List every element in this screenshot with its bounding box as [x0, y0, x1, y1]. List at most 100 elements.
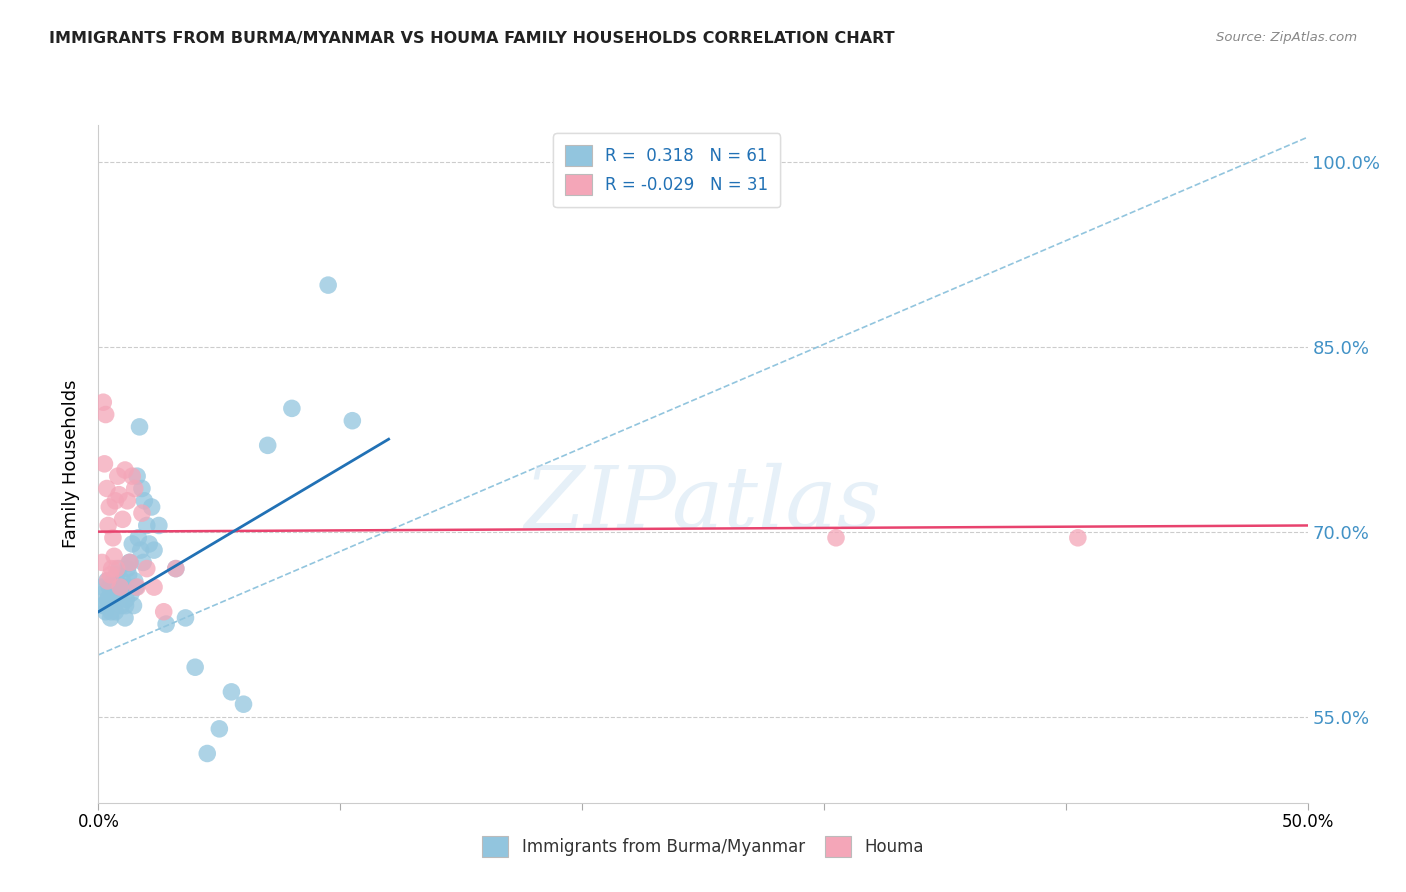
Point: [103, 549, 125, 564]
Point: [93, 586, 115, 600]
Y-axis label: Family Households: Family Households: [62, 380, 80, 548]
Point: [165, 561, 187, 575]
Point: [143, 543, 166, 558]
Point: [93, 599, 115, 613]
Point: [316, 278, 339, 293]
Point: [221, 685, 243, 699]
Point: [208, 722, 231, 736]
Point: [91, 599, 114, 613]
Point: [110, 599, 132, 613]
Text: 50.0%: 50.0%: [1281, 813, 1334, 830]
Point: [124, 482, 146, 496]
Point: [100, 561, 122, 575]
Point: [105, 561, 128, 575]
Point: [96, 482, 118, 496]
Point: [825, 531, 848, 545]
Point: [342, 414, 364, 428]
Point: [134, 493, 156, 508]
Point: [105, 567, 128, 582]
Point: [107, 586, 129, 600]
Point: [108, 580, 131, 594]
Legend: Immigrants from Burma/Myanmar, Houma: Immigrants from Burma/Myanmar, Houma: [474, 828, 932, 866]
Point: [97, 592, 120, 607]
Point: [135, 561, 157, 575]
Text: ZIPatlas: ZIPatlas: [524, 463, 882, 546]
Point: [104, 580, 127, 594]
Point: [93, 457, 115, 471]
Text: IMMIGRANTS FROM BURMA/MYANMAR VS HOUMA FAMILY HOUSEHOLDS CORRELATION CHART: IMMIGRANTS FROM BURMA/MYANMAR VS HOUMA F…: [49, 31, 894, 46]
Point: [143, 580, 166, 594]
Point: [104, 605, 127, 619]
Point: [174, 611, 197, 625]
Point: [100, 605, 122, 619]
Point: [108, 488, 131, 502]
Point: [256, 438, 278, 452]
Point: [138, 537, 160, 551]
Point: [232, 697, 254, 711]
Point: [101, 531, 124, 545]
Point: [97, 592, 120, 607]
Text: 0.0%: 0.0%: [77, 813, 120, 830]
Legend: R =  0.318   N = 61, R = -0.029   N = 31: R = 0.318 N = 61, R = -0.029 N = 31: [554, 133, 780, 207]
Point: [112, 580, 135, 594]
Point: [94, 408, 117, 422]
Point: [195, 747, 218, 761]
Point: [127, 469, 149, 483]
Point: [135, 518, 157, 533]
Point: [118, 556, 141, 570]
Point: [115, 592, 138, 607]
Point: [124, 574, 146, 588]
Point: [108, 561, 131, 575]
Point: [103, 586, 125, 600]
Point: [100, 611, 122, 625]
Point: [128, 420, 150, 434]
Point: [91, 580, 114, 594]
Point: [152, 605, 174, 619]
Point: [127, 531, 149, 545]
Point: [108, 580, 131, 594]
Point: [117, 493, 139, 508]
Point: [114, 599, 136, 613]
Point: [165, 561, 187, 575]
Point: [100, 592, 122, 607]
Point: [114, 463, 136, 477]
Point: [96, 574, 118, 588]
Point: [111, 580, 134, 594]
Point: [148, 518, 170, 533]
Point: [120, 586, 142, 600]
Point: [132, 556, 155, 570]
Point: [281, 401, 304, 416]
Point: [107, 469, 129, 483]
Point: [129, 543, 152, 558]
Point: [118, 556, 141, 570]
Point: [111, 574, 134, 588]
Point: [111, 512, 134, 526]
Point: [121, 537, 143, 551]
Point: [155, 617, 177, 632]
Point: [107, 586, 129, 600]
Point: [91, 395, 114, 409]
Point: [121, 469, 143, 483]
Point: [114, 611, 136, 625]
Point: [127, 580, 149, 594]
Point: [118, 556, 141, 570]
Point: [131, 482, 153, 496]
Text: Source: ZipAtlas.com: Source: ZipAtlas.com: [1216, 31, 1357, 45]
Point: [122, 599, 145, 613]
Point: [98, 500, 121, 514]
Point: [118, 567, 141, 582]
Point: [104, 493, 127, 508]
Point: [97, 518, 120, 533]
Point: [100, 567, 122, 582]
Point: [94, 605, 117, 619]
Point: [97, 574, 120, 588]
Point: [1067, 531, 1090, 545]
Point: [125, 580, 148, 594]
Point: [117, 561, 139, 575]
Point: [101, 574, 124, 588]
Point: [91, 556, 114, 570]
Point: [184, 660, 207, 674]
Point: [98, 580, 121, 594]
Point: [141, 500, 163, 514]
Point: [131, 506, 153, 520]
